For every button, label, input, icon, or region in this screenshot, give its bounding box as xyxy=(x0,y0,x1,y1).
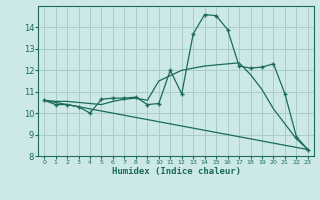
X-axis label: Humidex (Indice chaleur): Humidex (Indice chaleur) xyxy=(111,167,241,176)
